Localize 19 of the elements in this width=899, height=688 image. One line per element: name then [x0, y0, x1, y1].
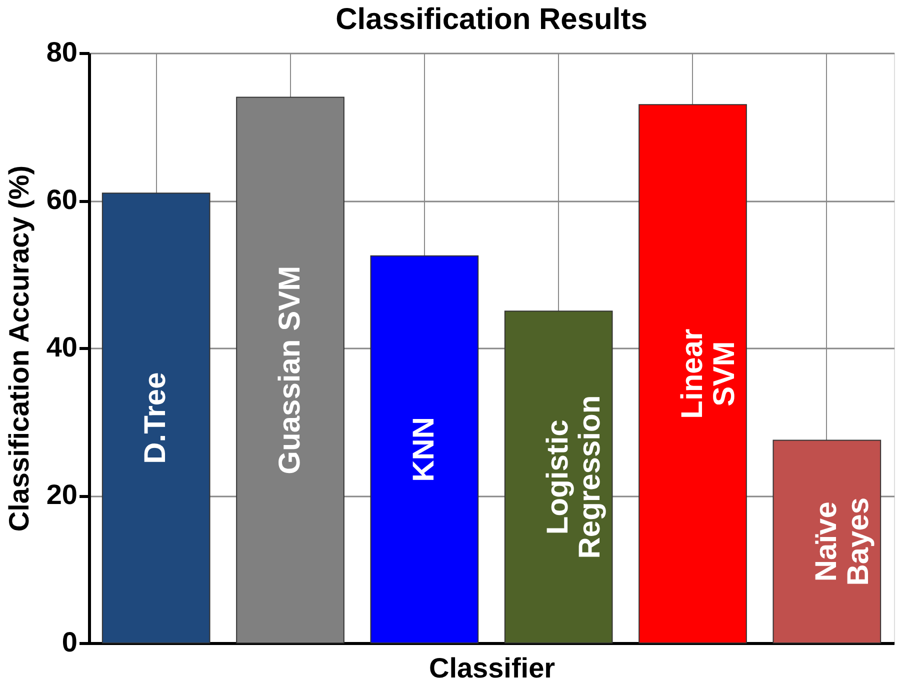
- bar: [370, 255, 479, 644]
- bar: [102, 192, 210, 644]
- y-axis-title: Classification Accuracy (%): [3, 165, 34, 532]
- x-tick-label: D.Tree: [139, 372, 172, 464]
- x-tick-label: KNN: [407, 416, 440, 482]
- x-tick-label: Naïve Bayes: [810, 497, 875, 586]
- x-tick-label: Linear SVM: [676, 328, 741, 419]
- y-tick-label: 0: [62, 626, 78, 658]
- y-tick-label: 40: [46, 332, 78, 362]
- y-tick-label: 60: [46, 184, 78, 215]
- bar: [504, 310, 613, 644]
- bar: [638, 104, 747, 644]
- y-tick-label: 20: [46, 479, 78, 510]
- chart-title: Classification Results: [336, 3, 648, 36]
- x-tick-label: Logistic Regression: [542, 395, 607, 559]
- x-tick-label: Guassian SVM: [273, 266, 306, 474]
- x-axis-title: Classifier: [428, 652, 556, 684]
- bar: [772, 440, 882, 644]
- y-tick-label: 80: [46, 36, 78, 68]
